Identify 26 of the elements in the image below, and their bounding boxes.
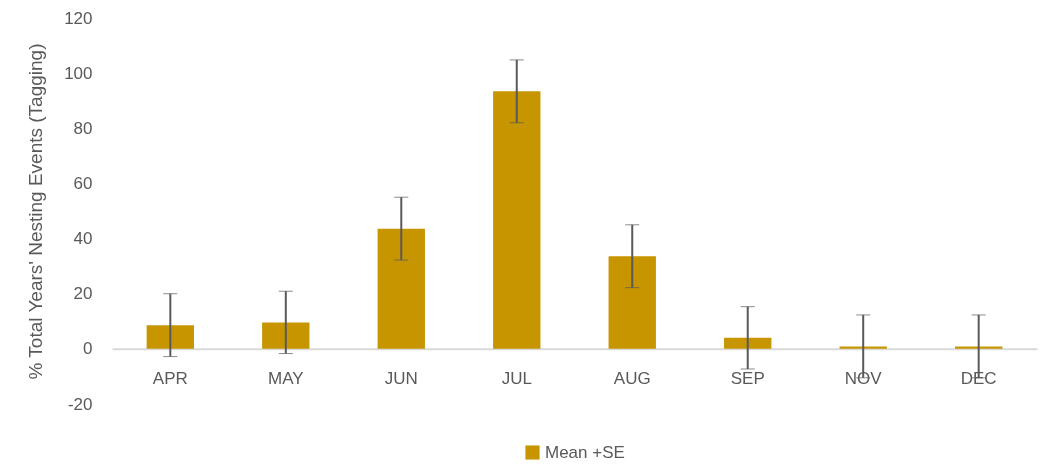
x-tick-label: APR [152,369,188,389]
x-tick-label: JUL [501,369,532,389]
y-tick-label: 120 [64,8,93,28]
x-tick-label: AUG [613,369,651,389]
bar [724,337,772,349]
bar [839,346,887,349]
y-tick-label: 60 [73,173,93,193]
bar [262,322,310,349]
legend-label: Mean +SE [545,442,625,462]
bar [608,256,656,349]
x-tick-label: DEC [960,369,997,389]
x-tick-label: SEP [730,369,765,389]
x-tick-label: MAY [268,369,304,389]
y-axis-title: % Total Years' Nesting Events (Tagging) [25,43,47,380]
bar [955,346,1003,349]
y-tick-label: 100 [64,63,93,83]
x-tick-label: NOV [844,369,883,389]
bar [493,91,541,349]
y-tick-label: 20 [73,284,93,304]
y-tick-label: -20 [67,394,93,414]
bar [146,325,194,349]
y-tick-label: 40 [73,229,93,249]
x-tick-label: JUN [384,369,418,389]
y-tick-label: 80 [73,118,93,138]
bar [377,228,425,349]
y-tick-label: 0 [83,339,93,359]
